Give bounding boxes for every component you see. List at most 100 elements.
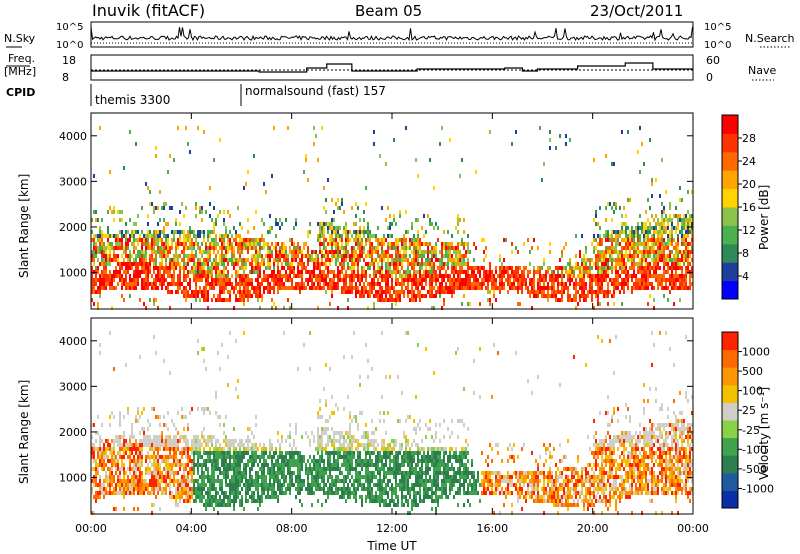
heatmap-cell bbox=[173, 479, 175, 483]
heatmap-cell bbox=[341, 258, 343, 262]
heatmap-cell bbox=[163, 415, 165, 419]
heatmap-cell bbox=[149, 266, 151, 270]
heatmap-cell bbox=[149, 254, 151, 258]
heatmap-cell bbox=[383, 250, 385, 254]
heatmap-cell bbox=[119, 266, 121, 270]
heatmap-cell bbox=[213, 278, 215, 282]
heatmap-cell bbox=[213, 266, 215, 270]
heatmap-cell bbox=[239, 290, 241, 294]
heatmap-cell bbox=[111, 274, 113, 278]
heatmap-cell bbox=[95, 266, 97, 270]
heatmap-cell bbox=[141, 270, 143, 274]
heatmap-cell bbox=[247, 483, 249, 487]
heatmap-cell bbox=[645, 262, 647, 266]
heatmap-cell bbox=[263, 278, 265, 282]
heatmap-cell bbox=[601, 286, 603, 290]
heatmap-cell bbox=[647, 270, 649, 274]
heatmap-cell bbox=[225, 226, 227, 230]
heatmap-cell bbox=[151, 250, 153, 254]
heatmap-cell bbox=[99, 126, 101, 130]
heatmap-cell bbox=[273, 495, 275, 499]
heatmap-cell bbox=[245, 475, 247, 479]
heatmap-cell bbox=[199, 290, 201, 294]
heatmap-cell bbox=[259, 242, 261, 246]
heatmap-cell bbox=[253, 447, 255, 451]
heatmap-cell bbox=[681, 266, 683, 270]
heatmap-cell bbox=[417, 234, 419, 238]
heatmap-cell bbox=[157, 435, 159, 439]
heatmap-cell bbox=[205, 274, 207, 278]
heatmap-cell bbox=[615, 202, 617, 206]
heatmap-cell bbox=[129, 254, 131, 258]
heatmap-cell bbox=[315, 274, 317, 278]
heatmap-cell bbox=[655, 250, 657, 254]
heatmap-cell bbox=[171, 443, 173, 447]
heatmap-cell bbox=[641, 258, 643, 262]
heatmap-cell bbox=[457, 222, 459, 226]
heatmap-cell bbox=[135, 230, 137, 234]
heatmap-cell bbox=[233, 447, 235, 451]
heatmap-cell bbox=[579, 298, 581, 302]
heatmap-cell bbox=[553, 270, 555, 274]
heatmap-cell bbox=[321, 274, 323, 278]
heatmap-cell bbox=[645, 286, 647, 290]
heatmap-cell bbox=[159, 439, 161, 443]
heatmap-cell bbox=[467, 270, 469, 274]
heatmap-cell bbox=[619, 242, 621, 246]
heatmap-cell bbox=[625, 254, 627, 258]
heatmap-cell bbox=[275, 282, 277, 286]
heatmap-cell bbox=[317, 254, 319, 258]
heatmap-cell bbox=[503, 266, 505, 270]
heatmap-cell bbox=[223, 499, 225, 503]
heatmap-cell bbox=[115, 274, 117, 278]
heatmap-cell bbox=[387, 270, 389, 274]
heatmap-cell bbox=[157, 222, 159, 226]
heatmap-cell bbox=[427, 254, 429, 258]
heatmap-cell bbox=[269, 479, 271, 483]
heatmap-cell bbox=[189, 471, 191, 475]
heatmap-cell bbox=[649, 254, 651, 258]
heatmap-cell bbox=[161, 435, 163, 439]
heatmap-cell bbox=[217, 447, 219, 451]
heatmap-cell bbox=[165, 423, 167, 427]
heatmap-cell bbox=[281, 250, 283, 254]
heatmap-cell bbox=[159, 435, 161, 439]
heatmap-cell bbox=[385, 290, 387, 294]
heatmap-cell bbox=[281, 483, 283, 487]
heatmap-cell bbox=[397, 246, 399, 250]
heatmap-cell bbox=[387, 290, 389, 294]
heatmap-cell bbox=[175, 282, 177, 286]
heatmap-cell bbox=[277, 463, 279, 467]
heatmap-cell bbox=[137, 487, 139, 491]
heatmap-cell bbox=[123, 250, 125, 254]
heatmap-cell bbox=[149, 443, 151, 447]
heatmap-cell bbox=[631, 238, 633, 242]
heatmap-cell bbox=[203, 495, 205, 499]
heatmap-cell bbox=[263, 447, 265, 451]
heatmap-cell bbox=[163, 218, 165, 222]
heatmap-cell bbox=[625, 242, 627, 246]
heatmap-cell bbox=[171, 274, 173, 278]
heatmap-cell bbox=[151, 487, 153, 491]
heatmap-cell bbox=[639, 286, 641, 290]
heatmap-cell bbox=[577, 266, 579, 270]
heatmap-cell bbox=[369, 290, 371, 294]
heatmap-cell bbox=[509, 266, 511, 270]
heatmap-cell bbox=[99, 495, 101, 499]
heatmap-cell bbox=[151, 447, 153, 451]
heatmap-cell bbox=[207, 503, 209, 507]
heatmap-cell bbox=[193, 254, 195, 258]
heatmap-cell bbox=[213, 507, 215, 511]
heatmap-cell bbox=[607, 290, 609, 294]
heatmap-cell bbox=[679, 266, 681, 270]
heatmap-cell bbox=[663, 250, 665, 254]
heatmap-cell bbox=[467, 282, 469, 286]
heatmap-cell bbox=[439, 250, 441, 254]
heatmap-cell bbox=[213, 459, 215, 463]
heatmap-cell bbox=[457, 250, 459, 254]
heatmap-cell bbox=[145, 455, 147, 459]
heatmap-cell bbox=[685, 278, 687, 282]
heatmap-cell bbox=[407, 286, 409, 290]
heatmap-cell bbox=[167, 250, 169, 254]
heatmap-cell bbox=[221, 246, 223, 250]
